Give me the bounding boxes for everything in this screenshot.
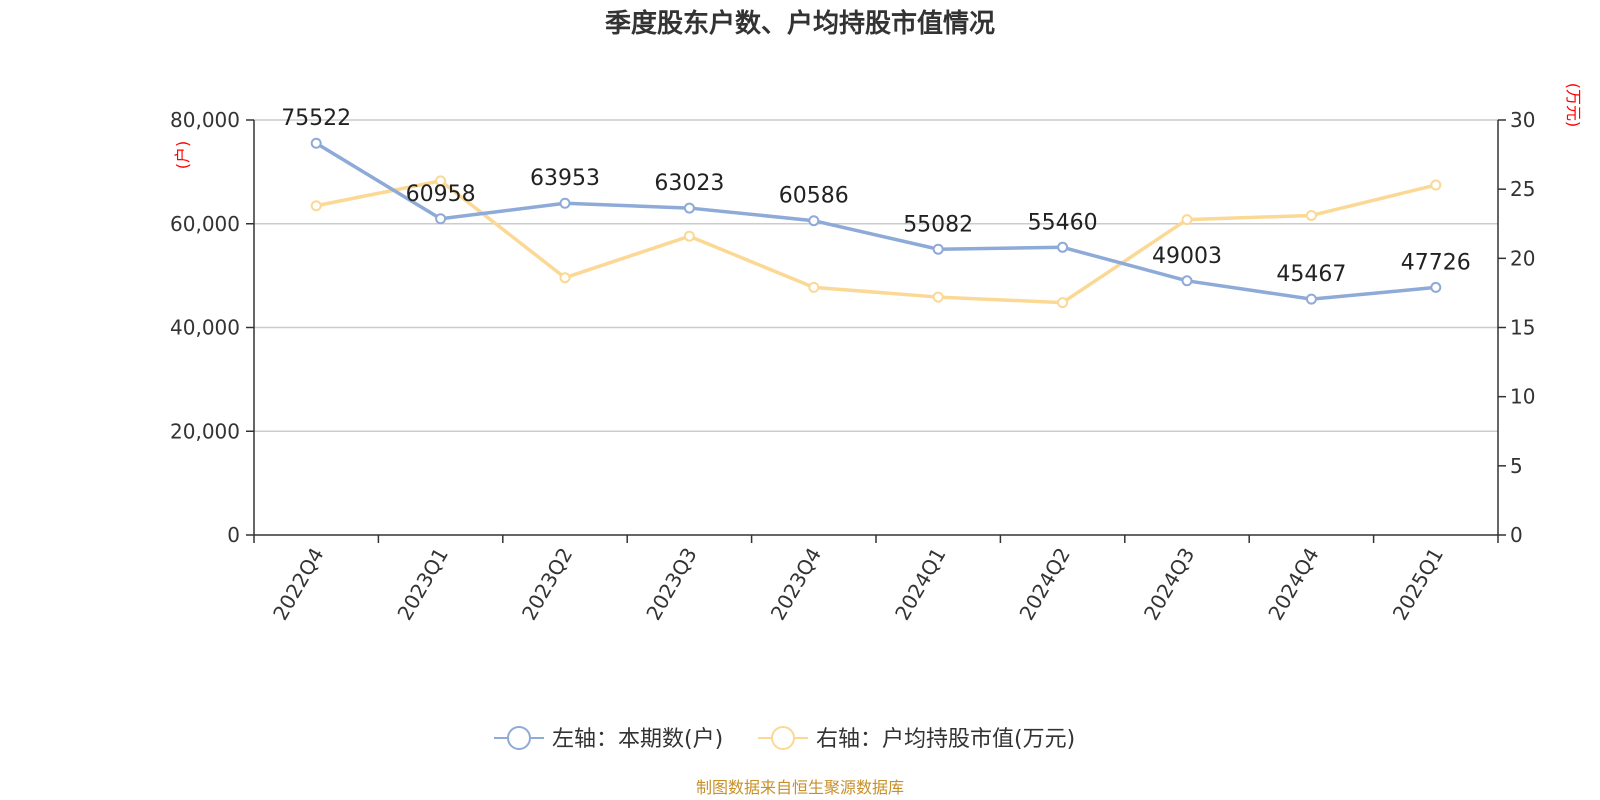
data-point-right: [1057, 297, 1069, 309]
data-point-right: [1181, 214, 1193, 226]
right-tick-label: 15: [1510, 316, 1535, 340]
left-tick-label: 60,000: [170, 212, 240, 236]
data-point-right: [683, 230, 695, 242]
left-tick-label: 80,000: [170, 108, 240, 132]
data-label: 60958: [406, 182, 476, 207]
data-point-right: [808, 281, 820, 293]
legend-marker-right: [771, 726, 795, 750]
data-labels: 75522 60958 63953 63023 60586 55082 55460 49003…: [281, 106, 1471, 287]
chart-title: 季度股东户数、户均持股市值情况: [605, 8, 995, 39]
right-tick-label: 10: [1510, 385, 1535, 409]
x-tick-label: 2023Q3: [641, 544, 701, 625]
series-line-right: [315, 179, 1437, 305]
x-tick-label: 2023Q1: [392, 544, 452, 625]
left-tick-label: 20,000: [170, 419, 240, 443]
data-point-left: [1181, 275, 1193, 287]
data-point-left: [683, 202, 695, 214]
data-point-left: [1057, 241, 1069, 253]
data-label: 60586: [779, 184, 849, 209]
x-tick-label: 2024Q1: [890, 543, 950, 624]
right-tick-label: 30: [1510, 108, 1535, 132]
data-point-left: [1430, 281, 1442, 293]
left-tick-label: 40,000: [170, 316, 240, 340]
x-tick-label: 2023Q4: [766, 544, 826, 625]
data-point-right: [1430, 179, 1442, 191]
left-tick-label: 0: [227, 523, 240, 547]
x-tick-label: 2024Q2: [1014, 544, 1074, 625]
source-note: 制图数据来自恒生聚源数据库: [696, 778, 904, 797]
series-lines: [310, 137, 1442, 309]
data-point-left: [808, 215, 820, 227]
right-tick-label: 5: [1510, 454, 1523, 478]
data-label: 55460: [1028, 210, 1098, 235]
x-tick-label: 2024Q4: [1263, 544, 1323, 625]
legend: 左轴：本期数(户) 右轴：户均持股市值(万元): [494, 726, 1075, 752]
right-tick-label: 0: [1510, 523, 1523, 547]
data-point-left: [1305, 293, 1317, 305]
data-label: 63023: [654, 171, 724, 196]
x-tick-label: 2022Q4: [268, 544, 328, 625]
data-label: 47726: [1401, 250, 1471, 275]
left-axis-unit: (户): [173, 141, 192, 170]
legend-label-left: 左轴：本期数(户): [552, 727, 723, 752]
grid-lines: [254, 119, 1498, 432]
series-line-left: [315, 141, 1436, 301]
data-label: 75522: [281, 106, 351, 131]
data-label: 45467: [1276, 262, 1346, 287]
data-point-left: [559, 197, 571, 209]
data-label: 63953: [530, 166, 600, 191]
data-point-left: [932, 243, 944, 255]
data-label: 49003: [1152, 244, 1222, 269]
right-axis-unit: (万元): [1564, 83, 1583, 128]
data-point-right: [310, 200, 322, 212]
axes: 0 20,000 40,000 60,000 80,000 0 5 10 15 20 25 30 202…: [170, 108, 1535, 624]
data-label: 55082: [903, 212, 973, 237]
data-point-left: [310, 137, 322, 149]
data-point-right: [932, 291, 944, 303]
data-point-left: [435, 213, 447, 225]
right-tick-label: 20: [1510, 246, 1535, 270]
x-tick-label: 2025Q1: [1388, 544, 1448, 625]
data-point-right: [435, 175, 447, 187]
x-tick-label: 2023Q2: [517, 544, 577, 625]
data-point-right: [559, 272, 571, 284]
legend-label-right: 右轴：户均持股市值(万元): [816, 727, 1075, 752]
x-tick-label: 2024Q3: [1139, 544, 1199, 625]
right-tick-label: 25: [1510, 177, 1535, 201]
data-point-right: [1305, 209, 1317, 221]
legend-marker-left: [507, 726, 531, 750]
